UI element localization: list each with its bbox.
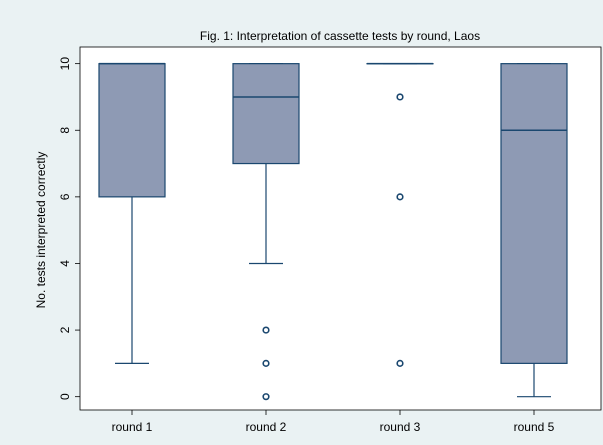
y-tick-label: 8	[58, 127, 72, 134]
x-tick-label: round 3	[380, 420, 421, 434]
y-tick-label: 4	[58, 260, 72, 267]
outlier	[262, 359, 270, 367]
box	[500, 63, 568, 364]
outlier	[396, 93, 404, 101]
x-tick-label: round 1	[112, 420, 153, 434]
x-tick-label: round 5	[514, 420, 555, 434]
box	[232, 63, 300, 165]
box	[98, 63, 166, 198]
y-tick-label: 10	[58, 57, 72, 71]
outlier	[262, 393, 270, 401]
outlier	[396, 193, 404, 201]
y-tick-label: 6	[58, 193, 72, 200]
chart-title: Fig. 1: Interpretation of cassette tests…	[200, 29, 480, 43]
x-tick-label: round 2	[246, 420, 287, 434]
y-tick-label: 0	[58, 393, 72, 400]
y-axis-label: No. tests interpreted correctly	[34, 152, 48, 309]
outlier	[262, 326, 270, 334]
y-tick-label: 2	[58, 326, 72, 333]
outlier	[396, 359, 404, 367]
